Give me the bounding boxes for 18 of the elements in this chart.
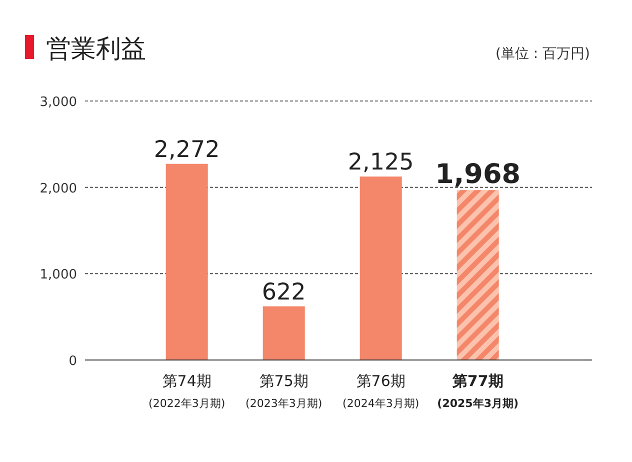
text: (単位 : 百万円)	[495, 46, 590, 62]
bar	[456, 190, 499, 360]
y-tick-label: 2,000	[40, 181, 77, 196]
x-tick-label: 第74期 (2022年3月期)	[148, 372, 226, 410]
data-label: 622	[262, 279, 306, 306]
data-label: 2,125	[348, 150, 414, 176]
y-tick-label: 0	[68, 354, 77, 369]
chart-title: 営業利益	[46, 34, 146, 63]
bar	[262, 306, 305, 360]
x-tick-label: 第77期 (2025年3月期)	[437, 372, 519, 410]
x-tick-label: 第76期 (2024年3月期)	[342, 372, 420, 410]
data-label: 2,272	[154, 136, 220, 163]
y-tick-label: 3,000	[40, 95, 77, 110]
y-tick-label: 1,000	[40, 268, 77, 283]
data-label: 1,968	[435, 159, 521, 190]
bar	[360, 176, 402, 360]
bar	[166, 164, 208, 360]
x-tick-label: 第75期 (2023年3月期)	[246, 372, 322, 410]
